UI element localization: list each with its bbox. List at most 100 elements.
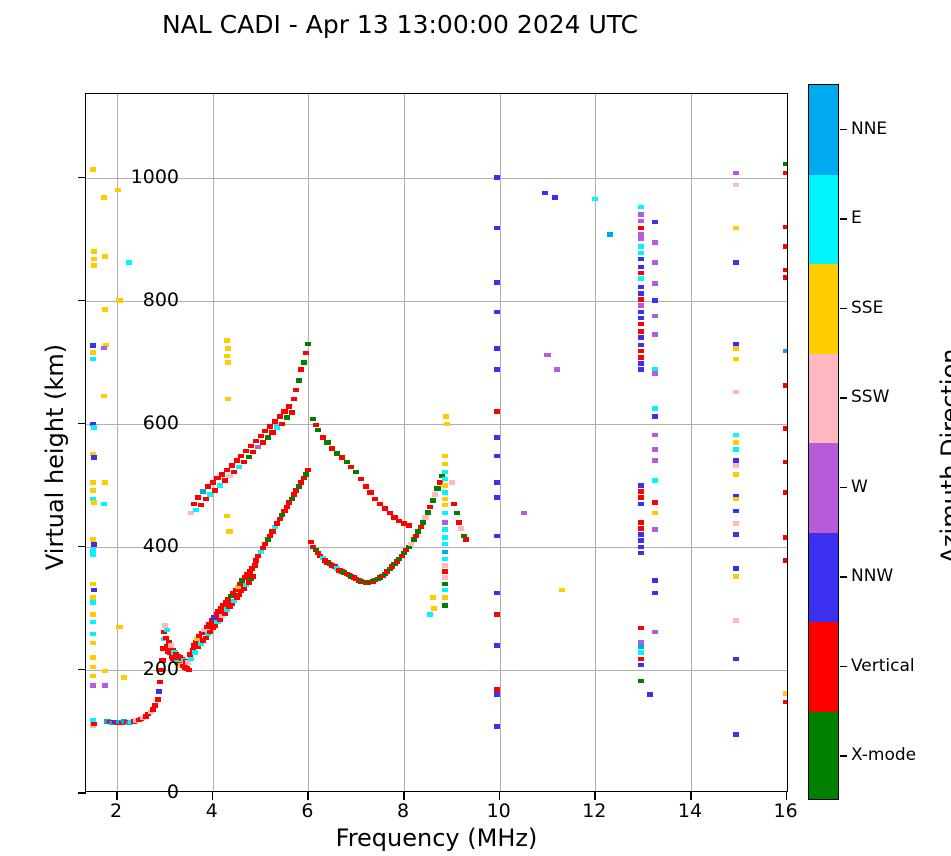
x-tick-mark (211, 792, 214, 800)
echo-marker (269, 430, 276, 435)
echo-marker (386, 510, 393, 516)
echo-marker (606, 232, 613, 237)
echo-marker (338, 455, 345, 460)
echo-marker (279, 421, 286, 427)
echo-marker (269, 529, 276, 534)
echo-marker (290, 492, 298, 497)
echo-marker (422, 515, 429, 520)
echo-marker (234, 584, 241, 590)
echo-marker (652, 527, 659, 532)
echo-marker (733, 356, 740, 362)
echo-marker (312, 547, 319, 553)
echo-marker (165, 639, 172, 645)
colorbar-segment-sse (809, 264, 838, 354)
echo-marker (257, 433, 264, 439)
echo-marker (637, 532, 644, 537)
echo-marker (637, 276, 644, 281)
colorbar-segment-nne (809, 85, 838, 175)
echo-marker (652, 432, 659, 438)
echo-marker (637, 538, 644, 543)
echo-marker (782, 383, 787, 388)
y-tick-mark (78, 176, 86, 179)
echo-marker (90, 552, 97, 557)
echo-marker (429, 595, 436, 600)
echo-marker (637, 361, 644, 366)
echo-marker (192, 639, 200, 645)
gridline-horizontal (86, 423, 787, 425)
echo-marker (637, 270, 644, 276)
echo-marker (145, 711, 152, 717)
echo-marker (494, 533, 501, 539)
echo-marker (214, 475, 221, 481)
echo-marker (400, 521, 408, 526)
colorbar-label-e: E (851, 208, 862, 229)
echo-marker (733, 732, 740, 737)
echo-marker (396, 518, 403, 524)
echo-marker (637, 264, 644, 270)
echo-marker (453, 510, 460, 516)
echo-marker (652, 332, 659, 337)
echo-marker (243, 582, 250, 588)
gridline-vertical (595, 94, 597, 791)
echo-marker (90, 480, 97, 485)
echo-marker (652, 313, 659, 319)
echo-marker (219, 472, 226, 477)
echo-marker (91, 455, 98, 460)
echo-marker (441, 563, 448, 568)
colorbar-label-x-mode: X-mode (851, 745, 917, 766)
figure-title: NAL CADI - Apr 13 13:00:00 2024 UTC (161, 10, 639, 39)
echo-marker (300, 475, 307, 481)
echo-marker (637, 297, 644, 302)
echo-marker (637, 342, 644, 348)
echo-marker (242, 575, 249, 580)
echo-marker (226, 529, 233, 534)
echo-marker (250, 574, 257, 579)
echo-marker (219, 613, 226, 619)
echo-marker (224, 513, 231, 519)
echo-marker (494, 225, 501, 231)
echo-marker (231, 598, 238, 604)
echo-marker (429, 498, 436, 503)
x-tick-mark (116, 792, 118, 800)
echo-marker (637, 662, 644, 668)
echo-marker (271, 524, 278, 530)
x-axis-label: Frequency (MHz) (335, 824, 538, 852)
echo-marker (458, 526, 465, 531)
y-tick-label: 600 (142, 411, 179, 434)
echo-marker (90, 421, 97, 427)
echo-marker (637, 309, 644, 315)
echo-marker (637, 335, 644, 340)
echo-marker (647, 692, 654, 697)
echo-marker (420, 520, 427, 525)
echo-marker (279, 512, 286, 518)
x-tick-label: 2 (110, 800, 123, 822)
echo-marker (190, 643, 197, 648)
colorbar-label-nne: NNE (851, 118, 888, 139)
echo-marker (733, 494, 740, 499)
echo-marker (441, 556, 448, 562)
echo-marker (733, 656, 740, 662)
echo-marker (427, 504, 434, 510)
echo-marker (90, 167, 97, 172)
x-tick-label: 10 (486, 800, 511, 822)
echo-marker (494, 480, 501, 485)
echo-marker (305, 467, 312, 473)
echo-marker (102, 342, 109, 348)
echo-marker (157, 679, 164, 685)
echo-marker (274, 425, 281, 430)
echo-marker (154, 697, 161, 702)
y-axis-label: Virtual height (km) (41, 343, 69, 571)
echo-marker (238, 453, 245, 459)
y-tick-mark (78, 299, 86, 302)
echo-marker (733, 472, 740, 477)
echo-marker (90, 673, 97, 679)
echo-marker (441, 476, 448, 482)
echo-marker (343, 459, 350, 465)
echo-marker (310, 416, 317, 422)
echo-marker (652, 406, 659, 411)
echo-marker (592, 196, 599, 202)
echo-marker (168, 654, 175, 659)
echo-marker (441, 502, 448, 508)
echo-marker (782, 490, 787, 495)
echo-marker (637, 483, 644, 488)
